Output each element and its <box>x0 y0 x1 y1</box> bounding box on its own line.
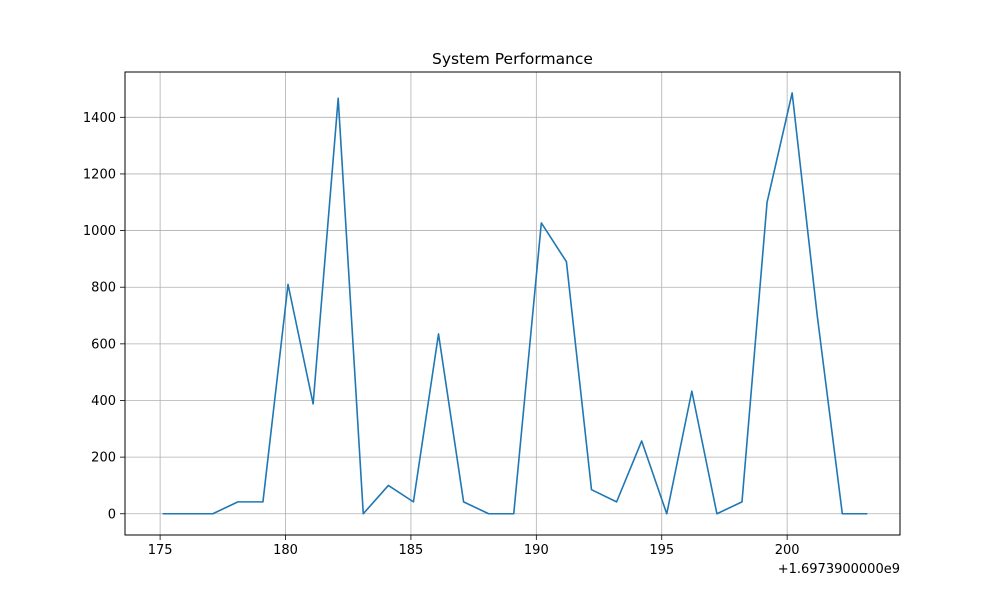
x-tick-label: 190 <box>524 543 549 558</box>
series-layer <box>162 92 868 515</box>
x-tick-label: 185 <box>399 543 424 558</box>
x-axis-offset-label: +1.6973900000e9 <box>778 562 900 577</box>
y-tick-label: 1000 <box>83 224 116 239</box>
y-tick-label: 1400 <box>83 111 116 126</box>
y-tick-label: 0 <box>108 507 116 522</box>
chart-title: System Performance <box>432 50 593 68</box>
y-tick-label: 600 <box>91 337 116 352</box>
y-tick-label: 800 <box>91 281 116 296</box>
x-tick-label: 175 <box>148 543 173 558</box>
y-tick-label: 200 <box>91 451 116 466</box>
y-tick-label: 400 <box>91 394 116 409</box>
plot-frame <box>124 71 901 536</box>
y-tick-label: 1200 <box>83 167 116 182</box>
x-tick-label: 200 <box>775 543 800 558</box>
series-line <box>162 92 868 515</box>
x-axis: 175 180 185 190 195 200 <box>148 535 800 558</box>
x-tick-label: 180 <box>273 543 298 558</box>
y-axis: 0 200 400 600 800 1000 1200 1400 <box>83 111 125 522</box>
grid <box>125 72 900 535</box>
x-tick-label: 195 <box>649 543 674 558</box>
